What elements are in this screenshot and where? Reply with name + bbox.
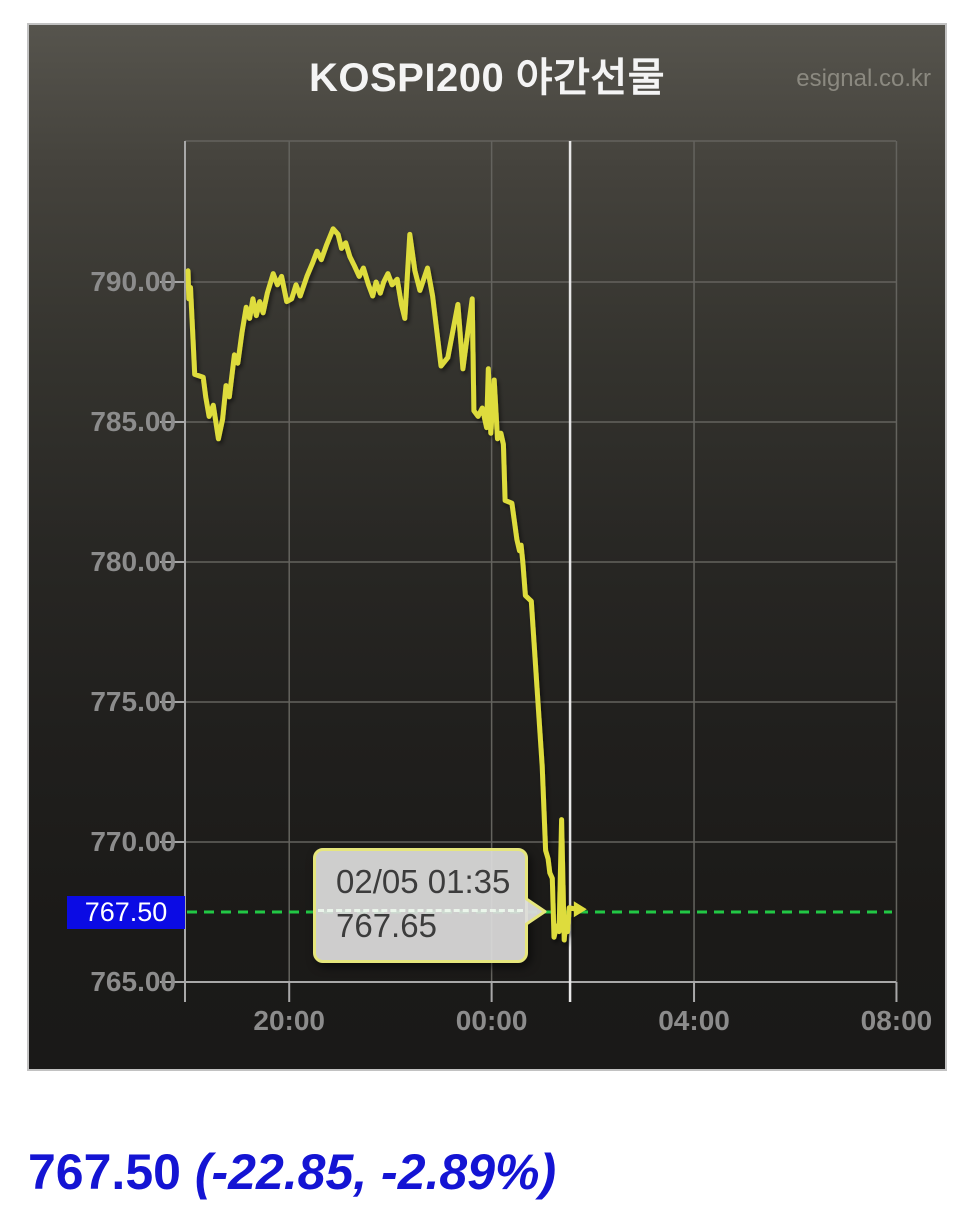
chart-title: KOSPI200 야간선물 — [308, 56, 666, 100]
x-axis-label: 04:00 — [658, 1005, 730, 1036]
quote-change: (-22.85, -2.89%) — [194, 1144, 557, 1200]
chart-panel: KOSPI200 야간선물 esignal.co.kr 790.00 785.00… — [27, 23, 947, 1071]
y-axis-label: 765.00 — [90, 966, 176, 997]
x-axis-label: 20:00 — [253, 1005, 326, 1036]
crosshair-tooltip: 02/05 01:35 767.65 — [313, 848, 528, 963]
gridlines — [185, 140, 898, 982]
y-axis-label: 770.00 — [90, 826, 176, 857]
y-axis-label: 780.00 — [90, 546, 176, 577]
y-axis-label: 790.00 — [90, 266, 176, 297]
quote-last-price: 767.50 — [28, 1144, 181, 1200]
reference-line-overlay — [318, 909, 523, 912]
y-axis-label: 785.00 — [90, 406, 176, 437]
last-point-marker — [573, 901, 587, 918]
price-chart-plot-area[interactable] — [29, 25, 945, 1069]
series-line — [185, 226, 580, 943]
y-axis-label: 775.00 — [90, 686, 176, 717]
brand-watermark: esignal.co.kr — [796, 65, 931, 92]
x-axis-label: 00:00 — [455, 1005, 528, 1036]
tooltip-datetime: 02/05 01:35 — [336, 863, 511, 900]
axes — [160, 141, 898, 1002]
tooltip-price: 767.65 — [336, 907, 437, 944]
current-price-badge: 767.50 — [67, 896, 185, 929]
x-axis-label: 08:00 — [860, 1005, 933, 1036]
tooltip-pointer — [525, 896, 547, 927]
quote-summary: 767.50 (-22.85, -2.89%) — [28, 1143, 928, 1201]
